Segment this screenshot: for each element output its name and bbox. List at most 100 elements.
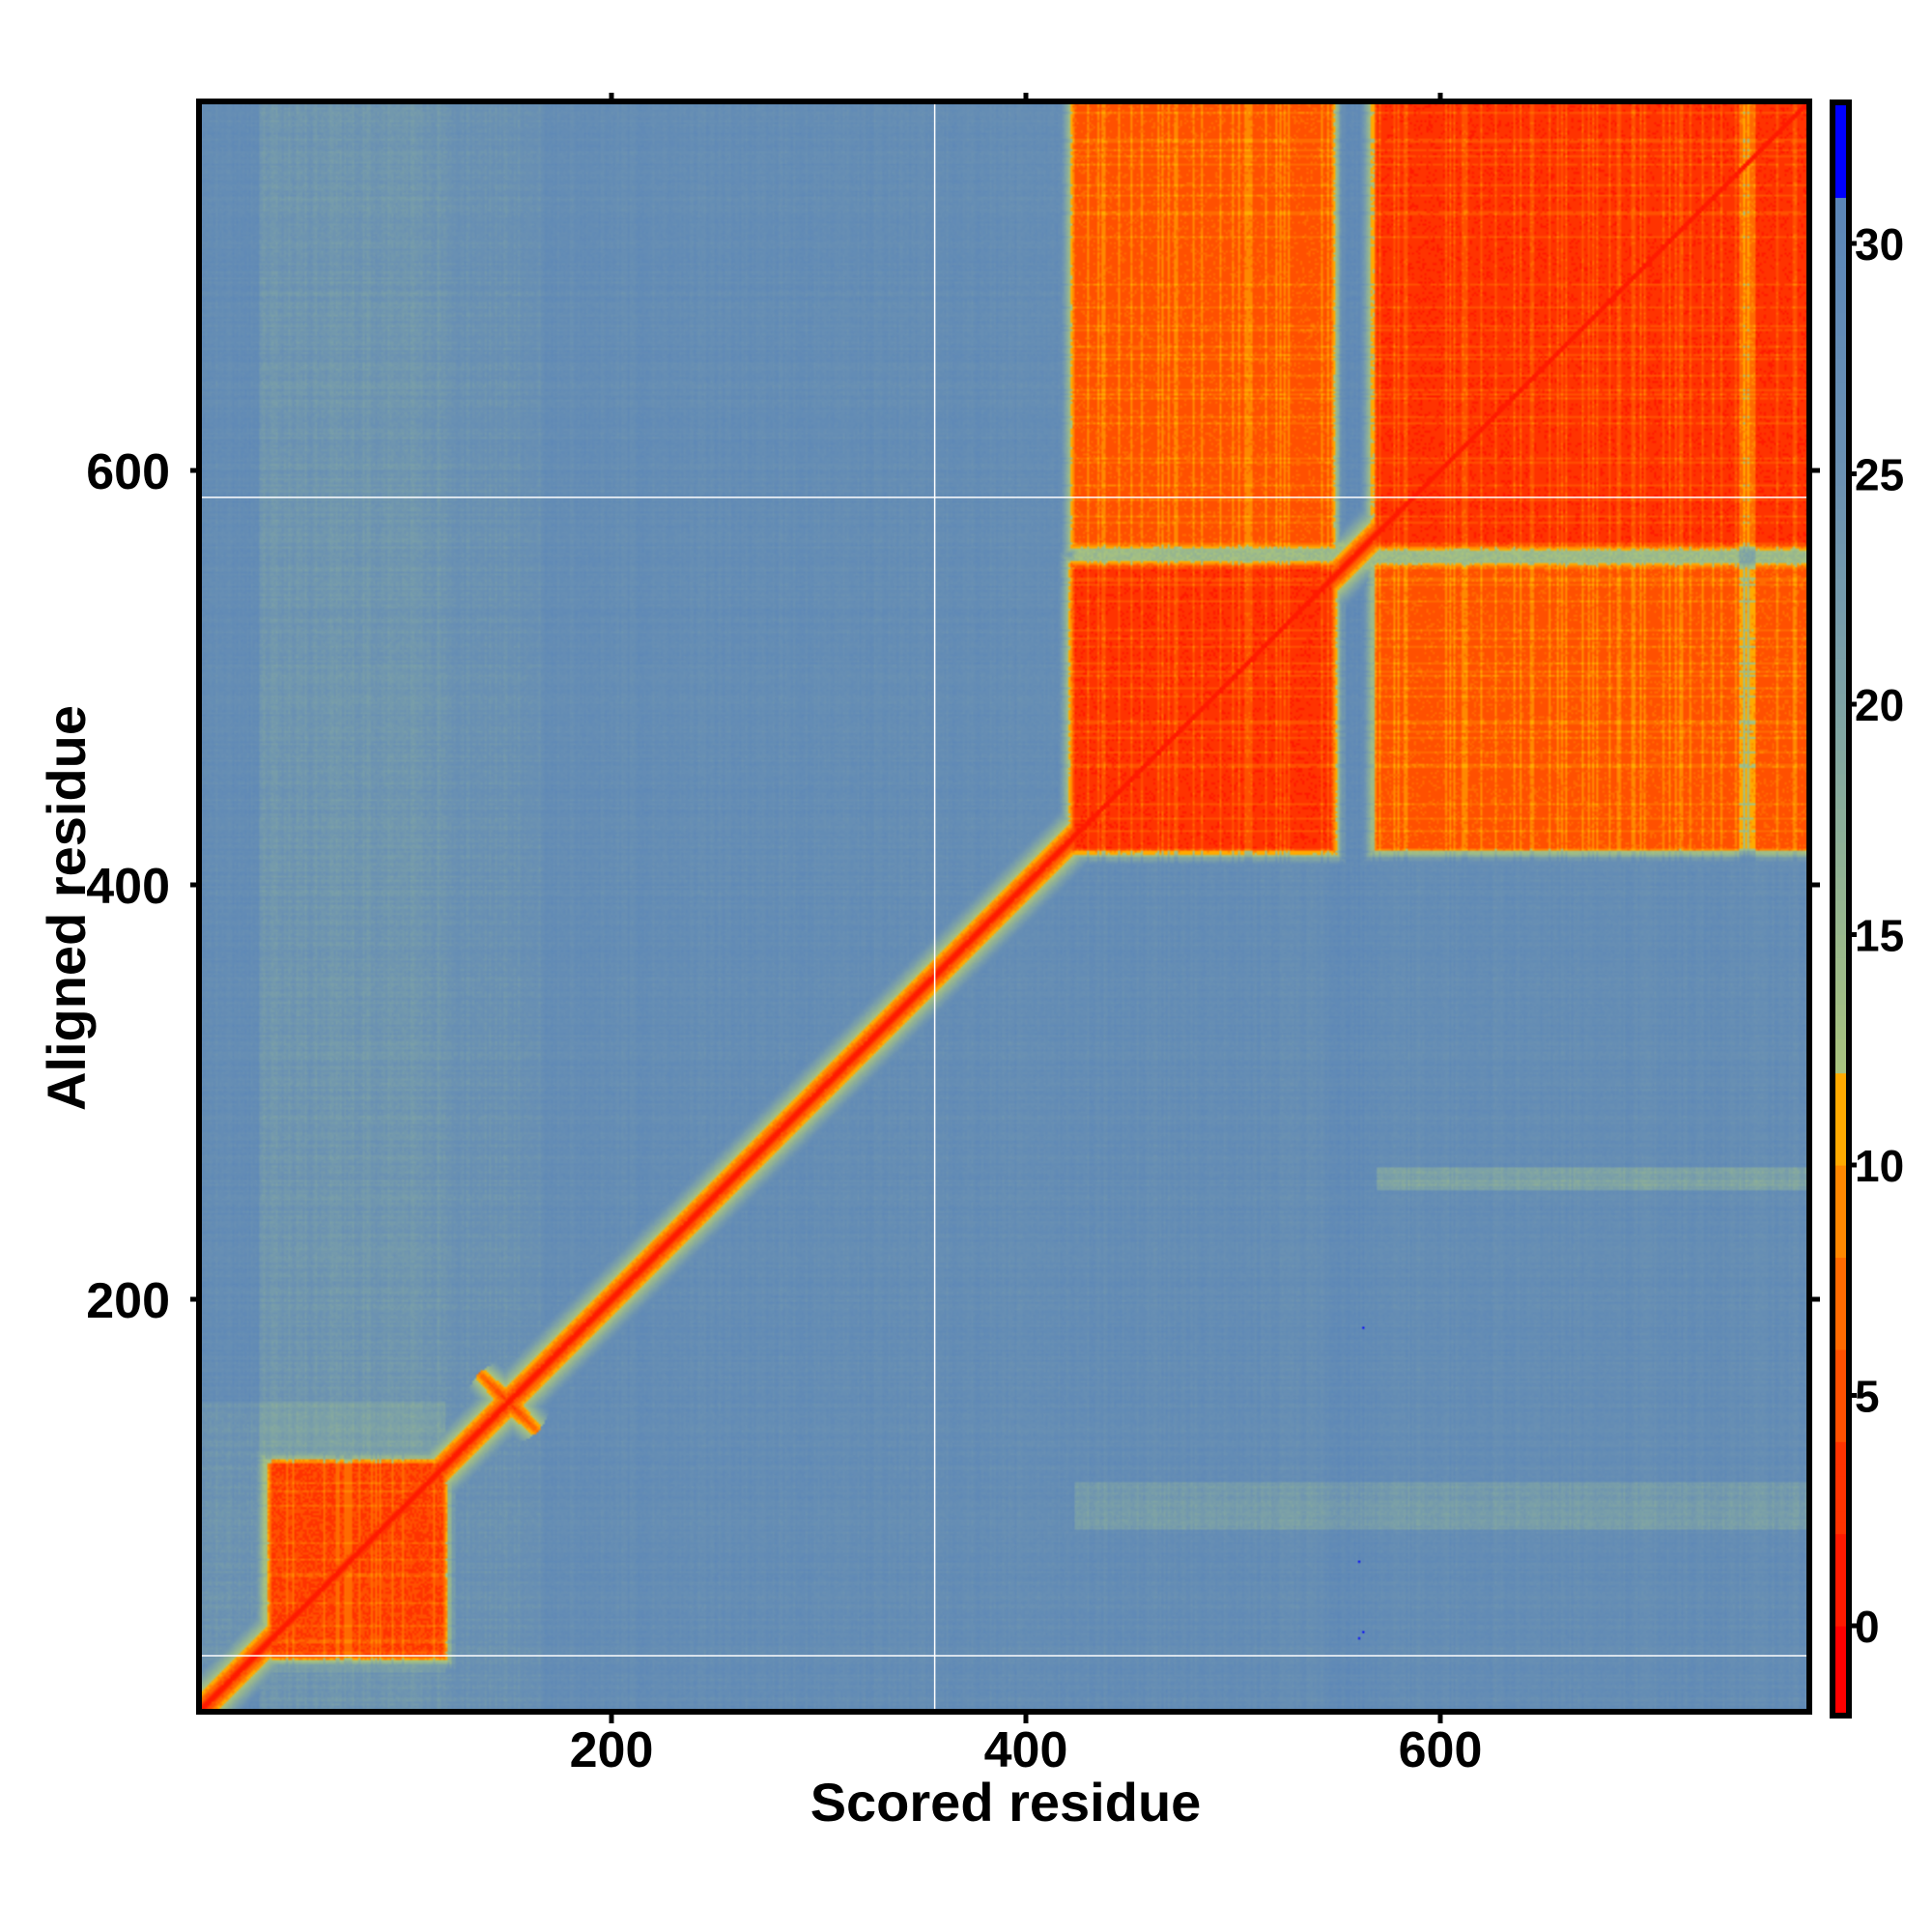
- colorbar-segment: [1833, 312, 1849, 326]
- colorbar-segment: [1833, 382, 1849, 394]
- colorbar-frame: [1830, 99, 1852, 1719]
- y-tick-label: 200: [86, 1273, 170, 1329]
- colorbar-ticks: 0 5 10 15 20 25 30: [1849, 219, 1904, 1652]
- colorbar-segment: [1833, 1004, 1849, 1016]
- colorbar-tick-label: 25: [1855, 450, 1904, 500]
- colorbar-segment: [1833, 1107, 1849, 1120]
- colorbar-segment: [1833, 1660, 1849, 1673]
- colorbar-segment: [1833, 750, 1849, 763]
- colorbar-segment: [1833, 1337, 1849, 1350]
- colorbar-segment: [1833, 588, 1849, 602]
- colorbar-segment: [1833, 243, 1849, 256]
- colorbar-segment: [1833, 888, 1849, 901]
- colorbar-segment: [1833, 600, 1849, 613]
- colorbar-segment: [1833, 1671, 1849, 1685]
- colorbar-segment: [1833, 635, 1849, 647]
- colorbar-segment: [1833, 289, 1849, 302]
- colorbar-segment: [1833, 623, 1849, 637]
- colorbar-segment: [1833, 658, 1849, 670]
- plot-frame: [196, 99, 1812, 1715]
- colorbar-segment: [1833, 1464, 1849, 1477]
- colorbar-segment: [1833, 1591, 1849, 1604]
- y-tick-label: 600: [86, 444, 170, 500]
- colorbar-segment: [1833, 899, 1849, 913]
- colorbar-segment: [1833, 1579, 1849, 1592]
- colorbar-tick-label: 20: [1855, 680, 1904, 730]
- colorbar-segment: [1833, 1614, 1849, 1627]
- colorbar-segment: [1833, 415, 1849, 429]
- colorbar-segment: [1833, 1119, 1849, 1131]
- colorbar-segment: [1833, 808, 1849, 820]
- colorbar-segment: [1833, 1349, 1849, 1362]
- colorbar-segment: [1833, 1084, 1849, 1097]
- colorbar-segment: [1833, 1245, 1849, 1258]
- colorbar-segment: [1833, 1395, 1849, 1408]
- colorbar-segment: [1833, 1049, 1849, 1063]
- colorbar-segment: [1833, 1521, 1849, 1535]
- colorbar-segment: [1833, 1072, 1849, 1086]
- colorbar-segment: [1833, 300, 1849, 314]
- colorbar-segment: [1833, 1315, 1849, 1327]
- colorbar-segment: [1833, 1095, 1849, 1108]
- colorbar-segment: [1833, 1545, 1849, 1558]
- colorbar-segment: [1833, 1292, 1849, 1304]
- colorbar-segment: [1833, 819, 1849, 832]
- colorbar-segment: [1833, 1130, 1849, 1143]
- colorbar-segment: [1833, 715, 1849, 728]
- colorbar-segment: [1833, 1153, 1849, 1166]
- colorbar-segment: [1833, 1626, 1849, 1638]
- colorbar-segment: [1833, 831, 1849, 843]
- colorbar-segment: [1833, 761, 1849, 775]
- colorbar-segment: [1833, 1280, 1849, 1293]
- reference-lines: [199, 101, 1809, 1712]
- colorbar-segment: [1833, 1165, 1849, 1178]
- colorbar-segment: [1833, 854, 1849, 867]
- colorbar-segment: [1833, 669, 1849, 682]
- colorbar-segment: [1833, 520, 1849, 532]
- colorbar-segment: [1833, 174, 1849, 186]
- colorbar-segment: [1833, 681, 1849, 694]
- colorbar-segment: [1833, 1325, 1849, 1339]
- colorbar-segment: [1833, 1187, 1849, 1201]
- colorbar-segment: [1833, 876, 1849, 890]
- x-tick-label: 200: [570, 1722, 654, 1778]
- colorbar-segment: [1833, 611, 1849, 625]
- colorbar-tick-label: 15: [1855, 911, 1904, 961]
- colorbar-segment: [1833, 1383, 1849, 1397]
- colorbar-segment: [1833, 796, 1849, 809]
- colorbar-segment: [1833, 1683, 1849, 1696]
- colorbar-segment: [1833, 427, 1849, 440]
- colorbar-segment: [1833, 1568, 1849, 1580]
- colorbar-segment: [1833, 1026, 1849, 1039]
- colorbar-segment: [1833, 508, 1849, 521]
- colorbar-segment: [1833, 1636, 1849, 1650]
- colorbar-segment: [1833, 1694, 1849, 1708]
- colorbar-segment: [1833, 1453, 1849, 1465]
- colorbar-segment: [1833, 554, 1849, 567]
- colorbar-segment: [1833, 543, 1849, 555]
- colorbar-segment: [1833, 485, 1849, 497]
- colorbar-segment: [1833, 1648, 1849, 1662]
- colorbar-tick-label: 0: [1855, 1602, 1880, 1652]
- colorbar-segment: [1833, 911, 1849, 924]
- colorbar-segment: [1833, 1142, 1849, 1154]
- colorbar-segment: [1833, 277, 1849, 291]
- colorbar-segment: [1833, 1210, 1849, 1224]
- colorbar-segment: [1833, 335, 1849, 348]
- colorbar-segment: [1833, 738, 1849, 752]
- y-axis-ticks: 200 400 600: [86, 444, 1820, 1329]
- colorbar-segment: [1833, 151, 1849, 164]
- colorbar-segment: [1833, 128, 1849, 141]
- colorbar-tick-label: 10: [1855, 1141, 1904, 1191]
- colorbar-segment: [1833, 1498, 1849, 1512]
- colorbar-segment: [1833, 197, 1849, 210]
- colorbar-segment: [1833, 1533, 1849, 1547]
- colorbar-segment: [1833, 473, 1849, 487]
- colorbar-segment: [1833, 565, 1849, 579]
- colorbar-segment: [1833, 185, 1849, 198]
- colorbar-segment: [1833, 1556, 1849, 1569]
- colorbar-segment: [1833, 704, 1849, 717]
- y-axis-label: Aligned residue: [36, 705, 97, 1111]
- colorbar-segment: [1833, 1234, 1849, 1247]
